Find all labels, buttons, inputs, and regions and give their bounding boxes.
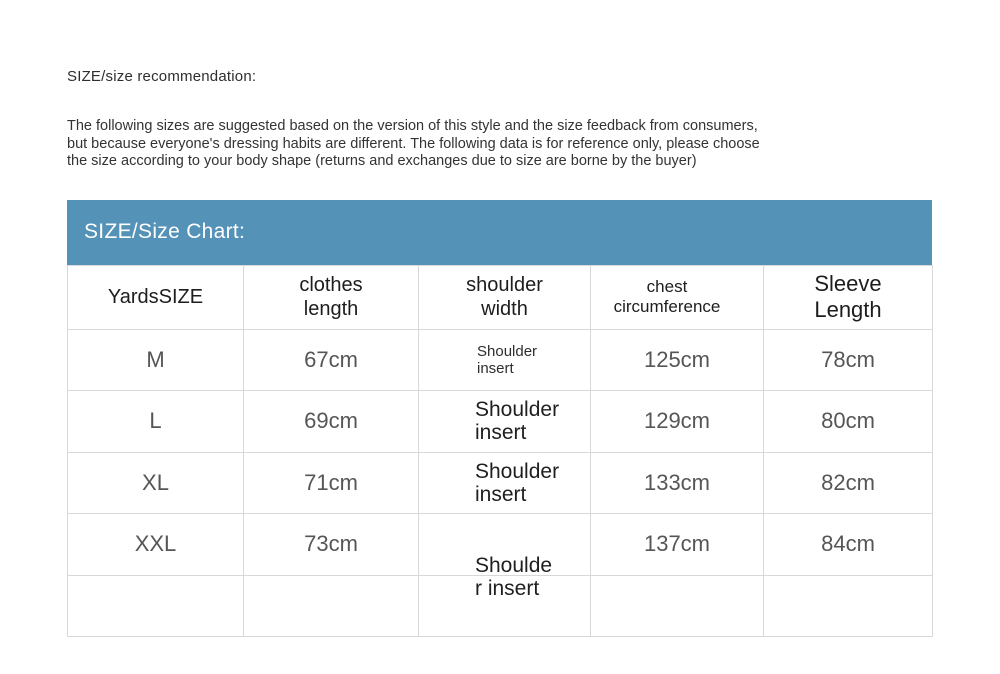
size-cell: XL	[67, 451, 244, 514]
clothes-length-cell: 73cm	[243, 512, 419, 576]
shoulder-width-cell: Shoulder insert	[418, 328, 591, 391]
sleeve-length-cell: 80cm	[763, 389, 933, 453]
table-header-row: YardsSIZE clothes length shoulder width …	[67, 264, 933, 330]
description-line: but because everyone's dressing habits a…	[67, 135, 760, 152]
shoulder-width-text: Shoulder insert	[477, 342, 538, 377]
size-chart-banner: SIZE/Size Chart:	[67, 199, 932, 265]
shoulder-width-cell: Shoulder insert	[418, 389, 591, 453]
column-header-chest-circumference: chest circumference	[590, 264, 764, 330]
content-area: SIZE/size recommendation: The following …	[67, 68, 933, 637]
column-header-label: clothes length	[299, 274, 363, 320]
chest-circumference-cell: 129cm	[590, 389, 764, 453]
chest-circumference-cell	[590, 574, 764, 637]
column-header-label: shoulder width	[466, 274, 543, 320]
page-title: SIZE/size recommendation:	[67, 68, 257, 85]
size-chart-table: YardsSIZE clothes length shoulder width …	[67, 264, 933, 637]
clothes-length-cell: 67cm	[243, 328, 419, 391]
description-line: The following sizes are suggested based …	[67, 118, 758, 134]
column-header-shoulder-width: shoulder width	[418, 264, 591, 330]
shoulder-width-cell	[418, 574, 591, 637]
column-header-yards-size: YardsSIZE	[67, 264, 244, 330]
table-row-xl: XL 71cm Shoulder insert 133cm 82cm	[67, 451, 933, 514]
sleeve-length-cell	[763, 574, 933, 637]
description-line: the size according to your body shape (r…	[67, 153, 697, 169]
table-row-l: L 69cm Shoulder insert 129cm 80cm	[67, 389, 933, 453]
shoulder-width-cell: Shoulder insert	[418, 451, 591, 514]
clothes-length-cell	[243, 574, 419, 637]
column-header-sleeve-length: Sleeve Length	[763, 264, 933, 330]
chest-circumference-cell: 133cm	[590, 451, 764, 514]
size-cell: L	[67, 389, 244, 453]
table-row-xxl: XXL 73cm Shoulde r insert 137cm 84cm	[67, 512, 933, 600]
sleeve-length-cell: 84cm	[763, 512, 933, 576]
shoulder-width-text: Shoulder insert	[475, 398, 560, 444]
column-header-label: YardsSIZE	[107, 286, 204, 308]
column-header-label: chest circumference	[613, 277, 721, 316]
description-paragraph: The following sizes are suggested based …	[67, 118, 932, 171]
clothes-length-cell: 71cm	[243, 451, 419, 514]
shoulder-width-text: Shoulder insert	[475, 459, 560, 506]
size-cell: XXL	[67, 512, 244, 576]
table-row-empty	[67, 574, 933, 637]
sleeve-length-cell: 82cm	[763, 451, 933, 514]
shoulder-width-cell: Shoulde r insert	[418, 512, 591, 600]
size-cell: M	[67, 328, 244, 391]
column-header-label: Sleeve Length	[814, 271, 882, 322]
size-chart-banner-label: SIZE/Size Chart:	[84, 220, 246, 243]
table-row-m: M 67cm Shoulder insert 125cm 78cm	[67, 328, 933, 391]
clothes-length-cell: 69cm	[243, 389, 419, 453]
shoulder-width-text: Shoulde r insert	[475, 554, 553, 600]
sleeve-length-cell: 78cm	[763, 328, 933, 391]
size-cell	[67, 574, 244, 637]
column-header-clothes-length: clothes length	[243, 264, 419, 330]
chest-circumference-cell: 125cm	[590, 328, 764, 391]
chest-circumference-cell: 137cm	[590, 512, 764, 576]
